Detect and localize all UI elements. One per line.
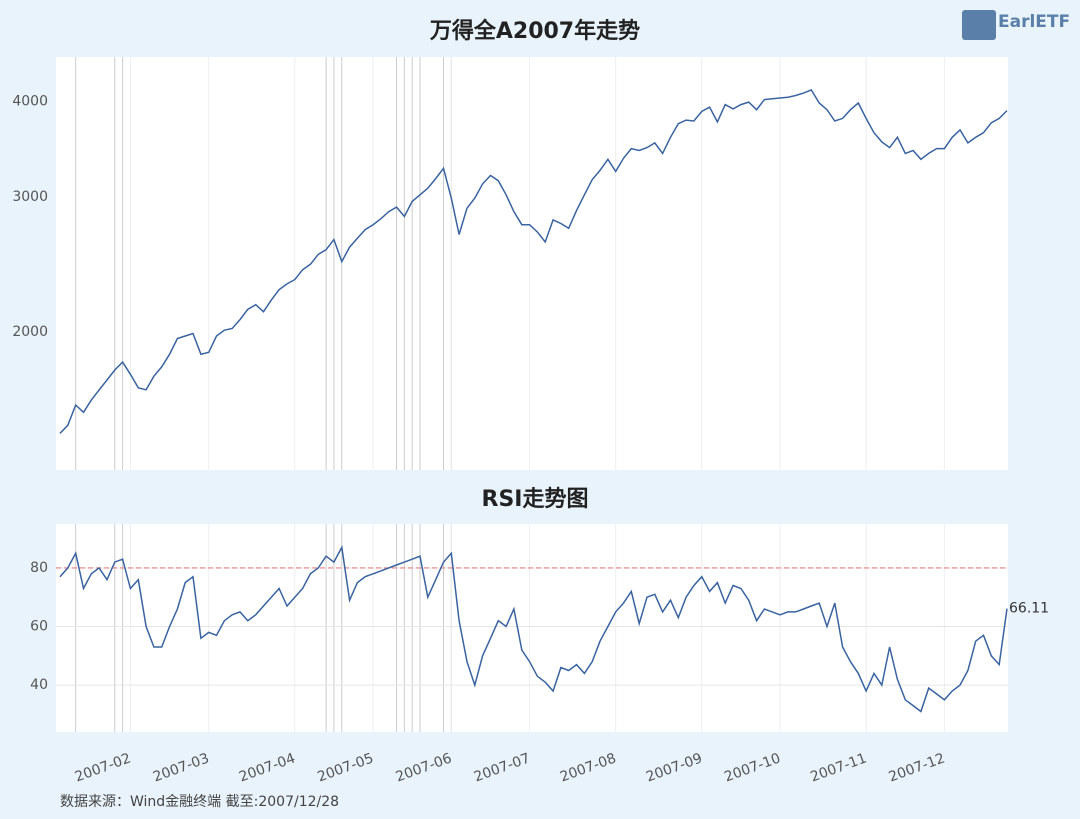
line [59, 545, 1008, 713]
logo-text: EarlETF [998, 12, 1070, 32]
y-tick-label: 4000 [12, 93, 48, 109]
x-tick-label: 2007-05 [315, 750, 375, 785]
x-tick-label: 2007-08 [558, 750, 618, 785]
logo-icon [962, 10, 996, 40]
plot-area [56, 524, 1008, 732]
x-tick-label: 2007-12 [887, 750, 947, 785]
y-tick-label: 60 [30, 619, 48, 635]
x-tick-label: 2007-07 [472, 750, 532, 785]
y-tick-label: 40 [30, 677, 48, 693]
y-tick-label: 2000 [12, 324, 48, 340]
chart-title: RSI走势图 [482, 486, 589, 512]
source-note: 数据来源：Wind金融终端 截至:2007/12/28 [60, 794, 339, 810]
y-tick-label: 80 [30, 560, 48, 576]
x-tick-label: 2007-04 [237, 750, 298, 785]
chart-title: 万得全A2007年走势 [429, 18, 640, 44]
x-tick-label: 2007-06 [394, 750, 455, 785]
x-tick-label: 2007-03 [151, 750, 211, 785]
logo: EarlETF [962, 10, 1070, 40]
line [59, 88, 1008, 434]
value-label: 66.11 [1009, 601, 1049, 617]
x-tick-label: 2007-11 [808, 750, 868, 785]
x-tick-label: 2007-02 [73, 750, 133, 785]
x-tick-label: 2007-10 [722, 750, 782, 785]
x-tick-label: 2007-09 [644, 750, 704, 785]
y-tick-label: 3000 [12, 189, 48, 205]
plot-area [56, 57, 1008, 470]
